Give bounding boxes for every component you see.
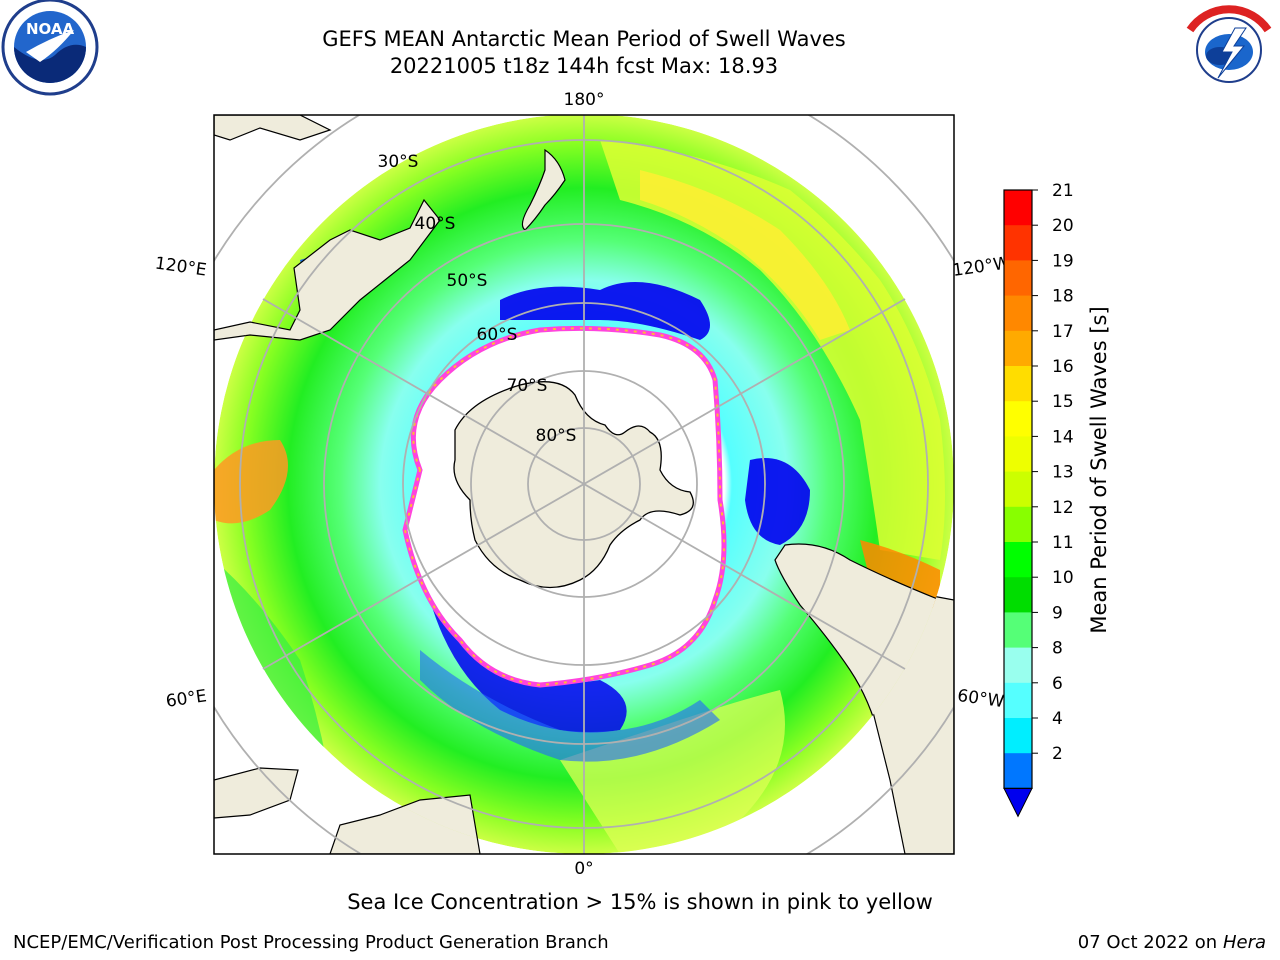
lat-label-30S: 30°S [378,152,419,172]
lon-label-120E: 120°E [154,254,208,281]
lon-label-120W: 120°W [951,253,1011,281]
colorbar-tick-label: 16 [1052,357,1074,377]
colorbar-tick-label: 19 [1052,251,1074,271]
footer-credit: NCEP/EMC/Verification Post Processing Pr… [13,932,609,953]
lon-label-60W: 60°W [956,686,1005,712]
ice-caption: Sea Ice Concentration > 15% is shown in … [347,890,933,914]
colorbar-tick-label: 4 [1052,709,1063,729]
map-frame [213,114,955,855]
colorbar-bin [1004,225,1032,261]
colorbar: 21 20 19 18 17 16 15 14 13 12 11 10 9 8 6 4 2 [1003,181,1074,818]
colorbar-tick-label: 8 [1052,639,1063,659]
colorbar-tick-label: 11 [1052,533,1074,553]
nws-logo [1182,3,1276,97]
colorbar-bin [1004,366,1032,402]
colorbar-bin [1004,753,1032,789]
colorbar-bin [1004,506,1032,543]
lat-label-40S: 40°S [415,214,456,234]
colorbar-tick-label: 18 [1052,287,1074,307]
footer-date: 07 Oct 2022 on Hera [1078,932,1266,953]
australia [214,198,441,341]
colorbar-bin [1004,190,1032,226]
colorbar-tick-label: 21 [1052,181,1074,201]
colorbar-bin [1004,436,1032,473]
graticule [214,115,954,854]
lat-label-50S: 50°S [447,271,488,291]
colorbar-tick-label: 6 [1052,674,1063,694]
colorbar-frame [1003,189,1033,790]
colorbar-label: Mean Period of Swell Waves [s] [1087,306,1111,633]
colorbar-bin [1004,647,1032,684]
chart-title: GEFS MEAN Antarctic Mean Period of Swell… [322,27,846,51]
antarctica-landmass [453,381,694,589]
chart-subtitle: 20221005 t18z 144h fcst Max: 18.93 [389,54,779,78]
lon-label-180: 180° [564,90,605,110]
colorbar-tick-label: 14 [1052,427,1074,447]
lat-label-80S: 80°S [536,426,577,446]
colorbar-tick-label: 17 [1052,322,1074,342]
colorbar-tick-label: 10 [1052,568,1074,588]
noaa-logo: NOAA [1,0,99,96]
colorbar-bin [1004,542,1032,578]
colorbar-bin [1004,577,1032,613]
colorbar-bin [1004,682,1032,719]
colorbar-tick-label: 20 [1052,216,1074,236]
colorbar-extend-arrow [1003,787,1033,818]
colorbar-bin [1004,471,1032,508]
lon-label-60E: 60°E [165,686,208,711]
new-zealand [521,148,566,231]
colorbar-bin [1004,330,1032,367]
lat-label-70S: 70°S [507,376,548,396]
colorbar-tick-label: 15 [1052,392,1074,412]
colorbar-tick-label: 13 [1052,463,1074,483]
colorbar-bin [1004,401,1032,437]
colorbar-tick-label: 9 [1052,603,1063,623]
colorbar-bin [1004,718,1032,754]
colorbar-bin [1004,612,1032,649]
colorbar-bin [1004,260,1032,297]
noaa-logo-text: NOAA [26,20,75,38]
footer-date-text: 07 Oct 2022 on [1077,932,1223,953]
footer-host: Hera [1222,932,1266,953]
lon-label-0: 0° [574,859,593,879]
lat-label-60S: 60°S [477,325,518,345]
colorbar-tick-label: 2 [1052,744,1063,764]
colorbar-tick-label: 12 [1052,498,1074,518]
colorbar-bin [1004,295,1032,332]
swell-field [214,115,954,854]
map-area [214,115,954,854]
